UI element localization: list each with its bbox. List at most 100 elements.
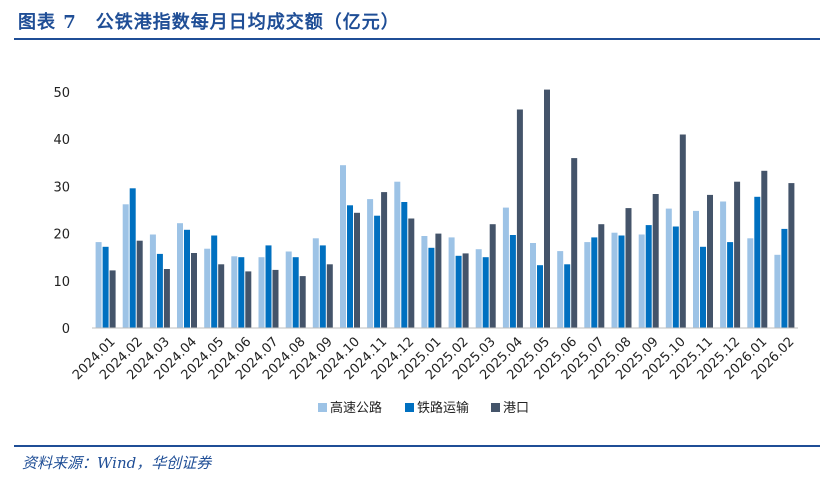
bar-port	[571, 158, 578, 328]
bar-highway	[340, 165, 346, 328]
bar-port	[408, 218, 415, 328]
bar-highway	[448, 237, 455, 328]
legend-swatch	[491, 403, 500, 412]
bar-rail	[156, 253, 163, 328]
bar-port	[788, 183, 795, 328]
bar-rail	[509, 235, 516, 328]
bar-highway	[231, 256, 238, 328]
bar-port	[191, 253, 197, 328]
bar-port	[109, 270, 116, 328]
bar-port	[489, 224, 496, 328]
bar-rail	[347, 205, 353, 328]
bar-rail	[238, 257, 245, 328]
bar-rail	[184, 229, 190, 328]
y-axis: 0 10 20 30 40 50	[53, 86, 70, 337]
bar-highway	[502, 207, 509, 328]
bar-rail	[537, 265, 543, 328]
bar-highway	[95, 242, 102, 328]
bar-rail	[700, 246, 706, 328]
bar-port	[462, 253, 469, 328]
bar-highway	[475, 249, 482, 328]
y-tick-label: 30	[53, 180, 70, 195]
bar-port	[598, 224, 605, 328]
bar-chart: 0 10 20 30 40 50 2024.012024.022024.032024.04…	[53, 86, 798, 416]
bar-port	[679, 134, 686, 328]
bar-port	[299, 276, 306, 328]
bar-port	[435, 233, 442, 328]
bar-rail	[645, 225, 652, 328]
y-tick-label: 50	[53, 86, 70, 101]
bar-rail	[102, 246, 109, 328]
bar-port	[707, 194, 713, 328]
bar-highway	[367, 199, 374, 328]
bar-port	[354, 212, 360, 328]
bar-rail	[455, 255, 462, 328]
source-divider	[14, 445, 820, 447]
bar-port	[326, 264, 333, 328]
bar-highway	[747, 238, 754, 328]
bar-highway	[122, 204, 129, 328]
bar-highway	[557, 251, 564, 328]
bar-rail	[292, 257, 299, 328]
bar-rail	[564, 264, 571, 328]
bar-port	[516, 109, 523, 328]
bar-highway	[693, 210, 699, 328]
bar-highway	[720, 201, 727, 328]
bar-port	[381, 192, 388, 328]
source-note: 资料来源：Wind，华创证券	[22, 454, 212, 472]
bar-rail	[428, 247, 435, 328]
legend-label: 高速公路	[330, 400, 382, 416]
bar-highway	[177, 223, 183, 328]
chart-title: 图表 7 公铁港指数每月日均成交额（亿元）	[18, 12, 400, 33]
bar-port	[761, 170, 768, 328]
bar-rail	[727, 242, 734, 328]
bar-highway	[312, 238, 319, 328]
legend-item: 港口	[491, 401, 529, 416]
bar-rail	[482, 257, 489, 328]
y-tick-label: 20	[53, 228, 70, 243]
legend-label: 港口	[503, 401, 529, 416]
legend-swatch	[318, 403, 327, 412]
bar-rail	[374, 215, 381, 328]
y-tick-label: 10	[53, 275, 70, 290]
bar-rail	[591, 237, 598, 328]
legend-swatch	[405, 403, 414, 412]
bar-rail	[672, 226, 679, 328]
bar-port	[136, 240, 143, 328]
bar-port	[163, 269, 170, 328]
bar-port	[625, 208, 632, 328]
bar-rail	[618, 235, 625, 328]
bar-highway	[394, 181, 401, 328]
bar-port	[272, 269, 279, 328]
x-axis-labels: 2024.012024.022024.032024.042024.052024.…	[70, 334, 797, 383]
title-divider	[14, 38, 820, 40]
y-tick-label: 40	[53, 133, 70, 148]
bar-rail	[129, 188, 136, 328]
bar-highway	[258, 257, 265, 328]
bar-rail	[265, 245, 272, 328]
bar-highway	[665, 208, 672, 328]
bar-port	[544, 89, 550, 328]
bar-rail	[781, 228, 788, 328]
legend-item: 铁路运输	[405, 400, 469, 416]
bar-rail	[754, 196, 761, 328]
legend-item: 高速公路	[318, 400, 382, 416]
bar-port	[652, 194, 659, 328]
bar-series	[95, 89, 795, 328]
bar-highway	[638, 234, 645, 328]
bar-rail	[401, 202, 408, 328]
bar-port	[734, 181, 741, 328]
bar-rail	[319, 245, 326, 328]
bar-highway	[530, 243, 536, 328]
bar-highway	[611, 232, 618, 328]
bar-highway	[204, 248, 211, 328]
bar-highway	[584, 242, 591, 328]
bar-highway	[421, 236, 428, 328]
legend-label: 铁路运输	[417, 400, 469, 416]
legend: 高速公路 铁路运输 港口	[318, 400, 529, 416]
bar-highway	[285, 251, 292, 328]
bar-rail	[211, 235, 218, 328]
bar-port	[245, 271, 252, 328]
bar-highway	[774, 254, 781, 328]
y-tick-label: 0	[62, 322, 70, 337]
